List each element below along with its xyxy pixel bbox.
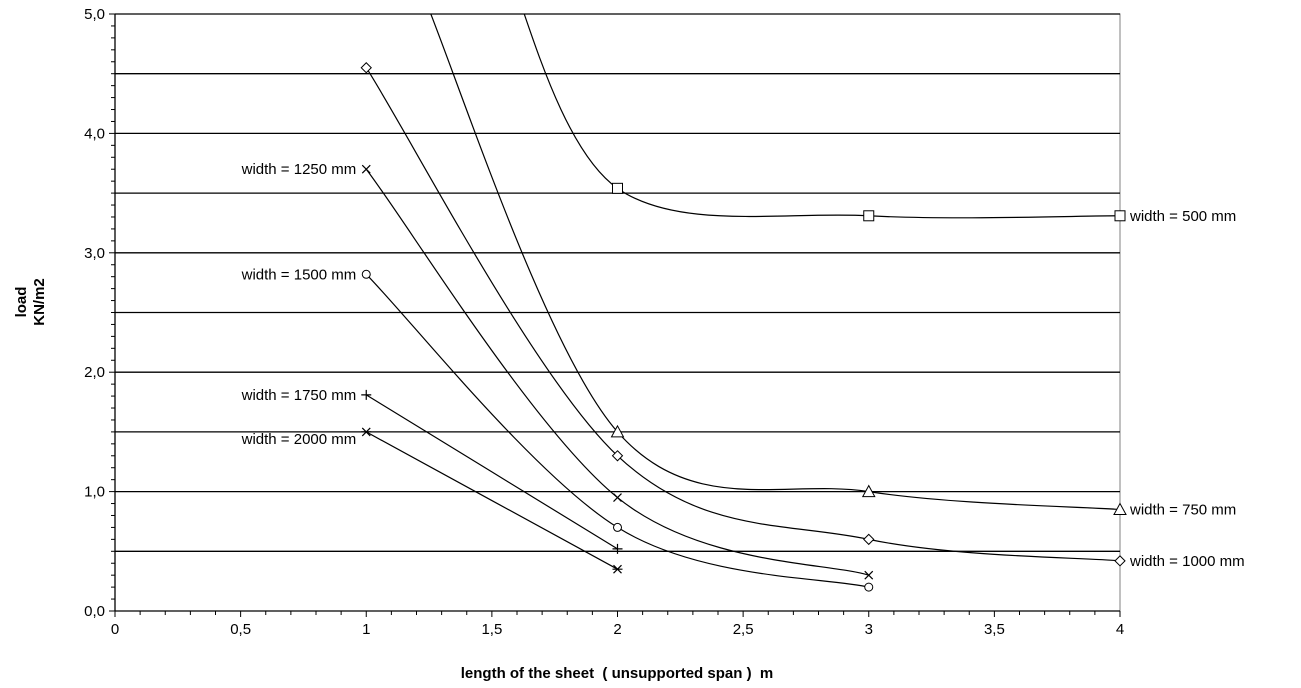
data-point-triangle <box>1113 502 1127 516</box>
series-line <box>365 394 618 550</box>
series-label: width = 1000 mm <box>1129 553 1245 570</box>
data-point-circle <box>361 269 371 279</box>
series-label: width = 1250 mm <box>241 161 357 178</box>
data-point-x <box>361 164 371 174</box>
x-tick-label: 1,5 <box>481 621 502 638</box>
series-label: width = 1750 mm <box>241 387 357 404</box>
data-point-diamond <box>611 450 624 462</box>
x-tick-label: 3,5 <box>984 621 1005 638</box>
x-axis-title: length of the sheet ( unsupported span )… <box>461 665 774 682</box>
series-layer <box>360 14 1127 592</box>
data-point-square <box>612 182 623 194</box>
x-tick-label: 0 <box>111 621 119 638</box>
y-tick-label: 2,0 <box>84 364 105 381</box>
data-point-x <box>864 570 874 580</box>
x-tick-label: 3 <box>865 621 873 638</box>
data-point-star <box>612 564 623 574</box>
y-tick-label: 4,0 <box>84 125 105 142</box>
axes <box>109 13 1121 617</box>
y-axis-title-line-2: KN/m2 <box>31 278 48 326</box>
tick-labels: 0 0,5 1 1,5 2 2,5 3 3,5 4 0,0 1,0 2,0 3,0 4,0 5,0 <box>84 6 1124 638</box>
y-tick-label: 5,0 <box>84 6 105 23</box>
series-line <box>430 14 1120 511</box>
series-label: width = 1500 mm <box>241 266 357 283</box>
x-tick-label: 2 <box>613 621 621 638</box>
data-point-square <box>1114 210 1126 222</box>
data-point-triangle <box>861 484 876 498</box>
y-tick-label: 0,0 <box>84 603 105 620</box>
data-point-circle <box>864 582 874 592</box>
y-axis-title-line-1: load <box>13 287 30 318</box>
series-labels: width = 500 mm width = 750 mm width = 1000… <box>241 161 1245 570</box>
series-star <box>361 427 623 574</box>
y-tick-label: 1,0 <box>84 484 105 501</box>
series-plus <box>361 389 623 554</box>
plot-area <box>109 13 1127 617</box>
series-line <box>365 168 869 576</box>
data-point-plus <box>612 543 623 554</box>
series-square <box>523 14 1126 222</box>
series-label: width = 750 mm <box>1129 502 1236 519</box>
x-tick-label: 0,5 <box>230 621 251 638</box>
data-point-square <box>863 210 875 222</box>
data-point-plus <box>361 389 372 400</box>
series-circle <box>361 269 874 592</box>
x-tick-label: 1 <box>362 621 370 638</box>
data-point-diamond <box>863 533 875 546</box>
data-point-diamond <box>1114 555 1126 567</box>
series-label: width = 500 mm <box>1129 208 1236 225</box>
x-tick-label: 2,5 <box>733 621 754 638</box>
series-triangle <box>430 14 1127 516</box>
data-point-star <box>361 427 372 437</box>
series-line <box>365 431 618 570</box>
data-point-diamond <box>360 62 372 74</box>
series-label: width = 2000 mm <box>241 431 357 448</box>
x-tick-label: 4 <box>1116 621 1124 638</box>
series-line <box>365 67 1120 562</box>
series-x <box>361 164 874 580</box>
y-tick-label: 3,0 <box>84 245 105 262</box>
series-diamond <box>360 62 1126 567</box>
data-point-x <box>613 493 622 502</box>
data-point-circle <box>613 522 622 532</box>
data-point-triangle <box>610 424 625 438</box>
series-line <box>523 14 1120 219</box>
